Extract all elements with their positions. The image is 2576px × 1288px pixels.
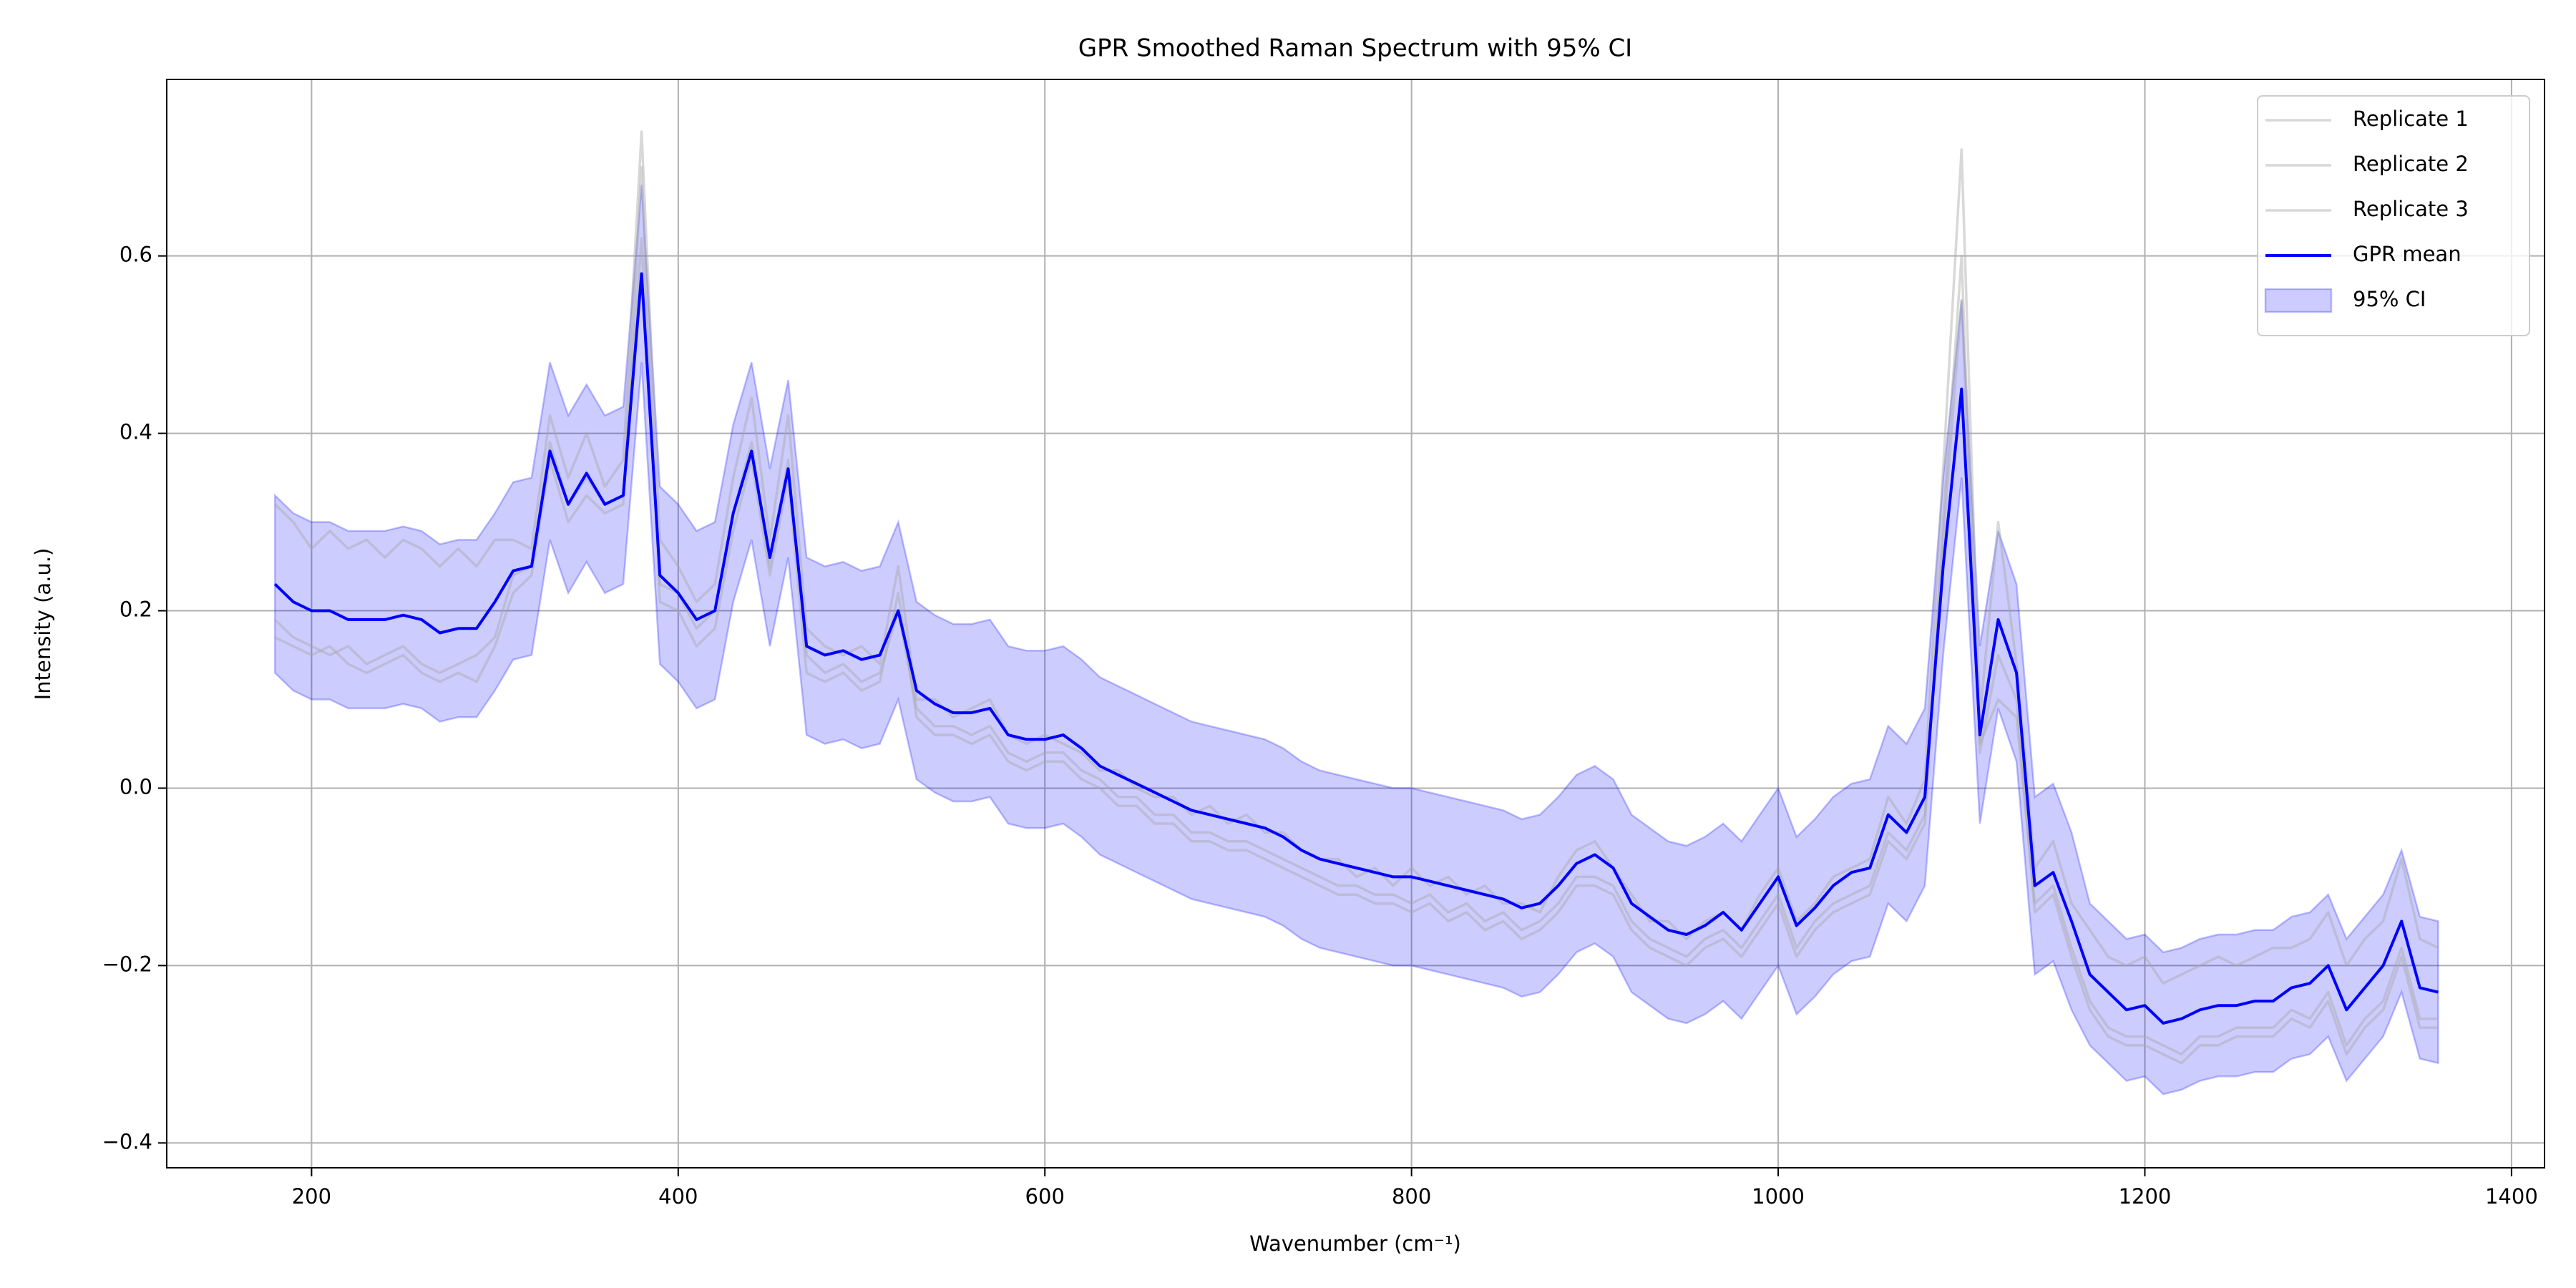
replicate-line (273, 237, 2439, 1056)
x-tick-label: 1400 (2485, 1184, 2538, 1209)
legend-swatch (2264, 288, 2333, 313)
legend-label: Replicate 3 (2353, 197, 2469, 221)
ci-band (273, 185, 2439, 1096)
y-tick-label: 0.2 (119, 597, 152, 622)
y-tick-label: −0.4 (102, 1129, 152, 1153)
legend-box (2257, 95, 2530, 336)
legend-label: Replicate 2 (2353, 152, 2469, 176)
y-tick-label: 0.6 (119, 243, 152, 267)
x-tick-label: 800 (1392, 1184, 1431, 1209)
legend: Replicate 1 Replicate 2 Replicate 3 GPR mea… (2257, 95, 2530, 336)
legend-label: 95% CI (2353, 287, 2426, 311)
legend-label: Replicate 1 (2353, 107, 2469, 131)
y-tick-label: 0.0 (119, 774, 152, 799)
x-axis-label: Wavenumber (cm⁻¹) (1249, 1231, 1461, 1256)
y-axis-label: Intensity (a.u.) (31, 548, 55, 701)
x-tick-label: 600 (1025, 1184, 1065, 1209)
legend-label: GPR mean (2353, 242, 2462, 266)
y-tick-label: 0.4 (119, 420, 152, 444)
plot-frame (166, 79, 2545, 1169)
x-tick-label: 1000 (1752, 1184, 1805, 1209)
x-tick-label: 400 (658, 1184, 698, 1209)
mean-line (273, 272, 2439, 1025)
replicate-line (273, 130, 2439, 985)
y-tick-label: −0.2 (102, 952, 152, 976)
chart-title: GPR Smoothed Raman Spectrum with 95% CI (1078, 34, 1632, 63)
replicate-line (274, 165, 2439, 1065)
x-tick-label: 1200 (2119, 1184, 2172, 1209)
x-tick-label: 200 (292, 1184, 331, 1209)
